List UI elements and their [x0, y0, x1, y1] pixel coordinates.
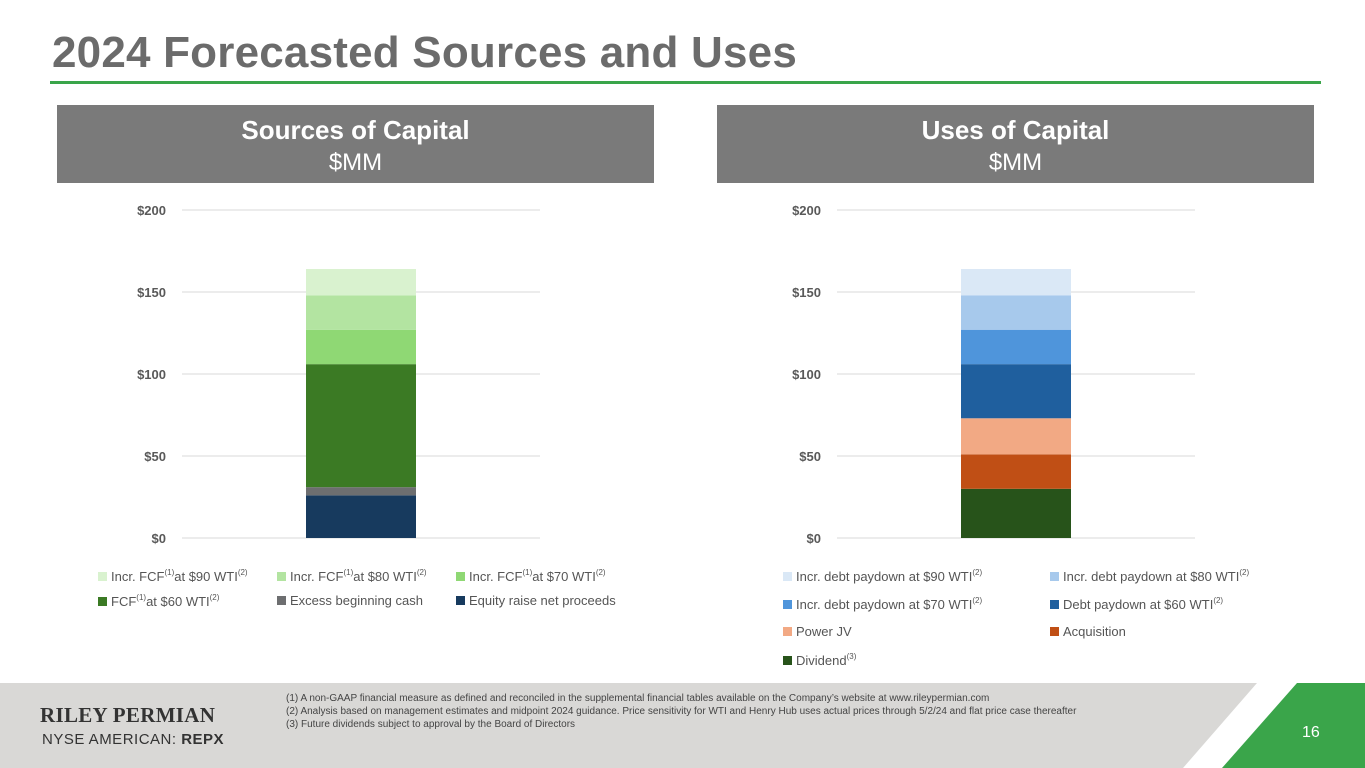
uses-legend-swatch [783, 627, 792, 636]
page-number: 16 [1302, 724, 1320, 741]
title-divider [50, 81, 1321, 84]
ticker: REPX [181, 731, 225, 748]
footnote-ref: (2) [972, 596, 983, 605]
footnote-ref: (2) [237, 568, 248, 577]
uses-legend-swatch [783, 572, 792, 581]
sources-legend-swatch [98, 597, 107, 606]
sources-ytick-label: $200 [137, 203, 166, 218]
uses-ytick-label: $200 [792, 203, 821, 218]
footnote-ref: (2) [1213, 596, 1224, 605]
sources-legend-swatch [98, 572, 107, 581]
uses-legend-item: Incr. debt paydown at $90 WTI(2) [783, 568, 982, 584]
sources-legend-swatch [456, 572, 465, 581]
footnote-ref: (1) [343, 568, 354, 577]
sources-bar-segment [306, 364, 416, 488]
uses-bar-segment [961, 418, 1071, 455]
uses-panel-title: Uses of Capital [921, 115, 1110, 145]
uses-bar-segment [961, 295, 1071, 330]
footnote-ref: (2) [209, 593, 220, 602]
uses-legend-item: Incr. debt paydown at $70 WTI(2) [783, 596, 982, 612]
uses-bar-segment [961, 454, 1071, 489]
uses-legend-swatch [1050, 600, 1059, 609]
exchange-label: NYSE AMERICAN: [42, 731, 177, 748]
uses-legend: Incr. debt paydown at $90 WTI(2) Incr. de… [783, 568, 1303, 678]
uses-ytick-label: $100 [792, 367, 821, 382]
sources-panel-title: Sources of Capital [241, 115, 470, 145]
sources-legend-item: Incr. FCF(1)at $80 WTI(2) [277, 568, 427, 584]
exchange-listing: NYSE AMERICAN: REPX [42, 731, 224, 748]
sources-bar-segment [306, 495, 416, 538]
uses-legend-item: Incr. debt paydown at $80 WTI(2) [1050, 568, 1249, 584]
sources-ytick-label: $0 [152, 531, 166, 546]
sources-legend: Incr. FCF(1)at $90 WTI(2) Incr. FCF(1)at … [98, 568, 658, 618]
uses-panel-header: Uses of Capital $MM [717, 105, 1314, 183]
sources-legend-item: FCF(1)at $60 WTI(2) [98, 593, 219, 609]
uses-chart: $0 $50 $100 $150 $200 [792, 203, 1195, 546]
footnotes: (1) A non-GAAP financial measure as defi… [286, 692, 1076, 731]
footnote-ref: (1) [522, 568, 533, 577]
footnote-ref: (1) [164, 568, 175, 577]
sources-bar-segment [306, 329, 416, 365]
sources-legend-swatch [277, 572, 286, 581]
corner-green-block [1222, 683, 1365, 768]
footnote-ref: (2) [972, 568, 983, 577]
sources-panel-unit: $MM [328, 149, 383, 176]
sources-ytick-label: $100 [137, 367, 166, 382]
sources-legend-item: Incr. FCF(1)at $90 WTI(2) [98, 568, 248, 584]
footnote-1: (1) A non-GAAP financial measure as defi… [286, 693, 990, 704]
uses-legend-swatch [783, 600, 792, 609]
uses-bar-segment [961, 488, 1071, 538]
uses-bar-segment [961, 269, 1071, 296]
company-logo: RILEY PERMIAN [40, 703, 216, 727]
footer-corner-accent [1183, 683, 1365, 768]
sources-bar-segment [306, 295, 416, 330]
footnote-ref: (2) [595, 568, 606, 577]
uses-bar-segment [961, 329, 1071, 365]
uses-legend-swatch [1050, 627, 1059, 636]
uses-legend-swatch [1050, 572, 1059, 581]
footnote-3: (3) Future dividends subject to approval… [286, 719, 576, 730]
footnote-ref: (3) [846, 652, 857, 661]
uses-panel-unit: $MM [988, 149, 1043, 176]
sources-legend-item: Equity raise net proceeds [456, 593, 616, 608]
uses-ytick-label: $50 [799, 449, 821, 464]
footnote-2: (2) Analysis based on management estimat… [286, 706, 1077, 717]
sources-legend-swatch [277, 596, 286, 605]
uses-legend-item: Power JV [783, 624, 852, 639]
footnote-ref: (2) [416, 568, 427, 577]
uses-ytick-label: $150 [792, 285, 821, 300]
footnote-ref: (1) [136, 593, 147, 602]
sources-bar-segment [306, 487, 416, 496]
uses-legend-swatch [783, 656, 792, 665]
footnote-ref: (2) [1239, 568, 1250, 577]
page-title: 2024 Forecasted Sources and Uses [52, 28, 797, 77]
uses-legend-item: Dividend(3) [783, 652, 856, 668]
sources-ytick-label: $50 [144, 449, 166, 464]
sources-legend-item: Excess beginning cash [277, 593, 423, 608]
sources-bar-segment [306, 269, 416, 296]
sources-chart: $0 $50 $100 $150 $200 [137, 203, 540, 546]
sources-ytick-label: $150 [137, 285, 166, 300]
sources-panel-header: Sources of Capital $MM [57, 105, 654, 183]
sources-legend-swatch [456, 596, 465, 605]
uses-legend-item: Acquisition [1050, 624, 1126, 639]
footer-bar [0, 683, 1365, 768]
uses-bar-segment [961, 364, 1071, 419]
uses-legend-item: Debt paydown at $60 WTI(2) [1050, 596, 1223, 612]
uses-ytick-label: $0 [807, 531, 821, 546]
sources-legend-item: Incr. FCF(1)at $70 WTI(2) [456, 568, 606, 584]
